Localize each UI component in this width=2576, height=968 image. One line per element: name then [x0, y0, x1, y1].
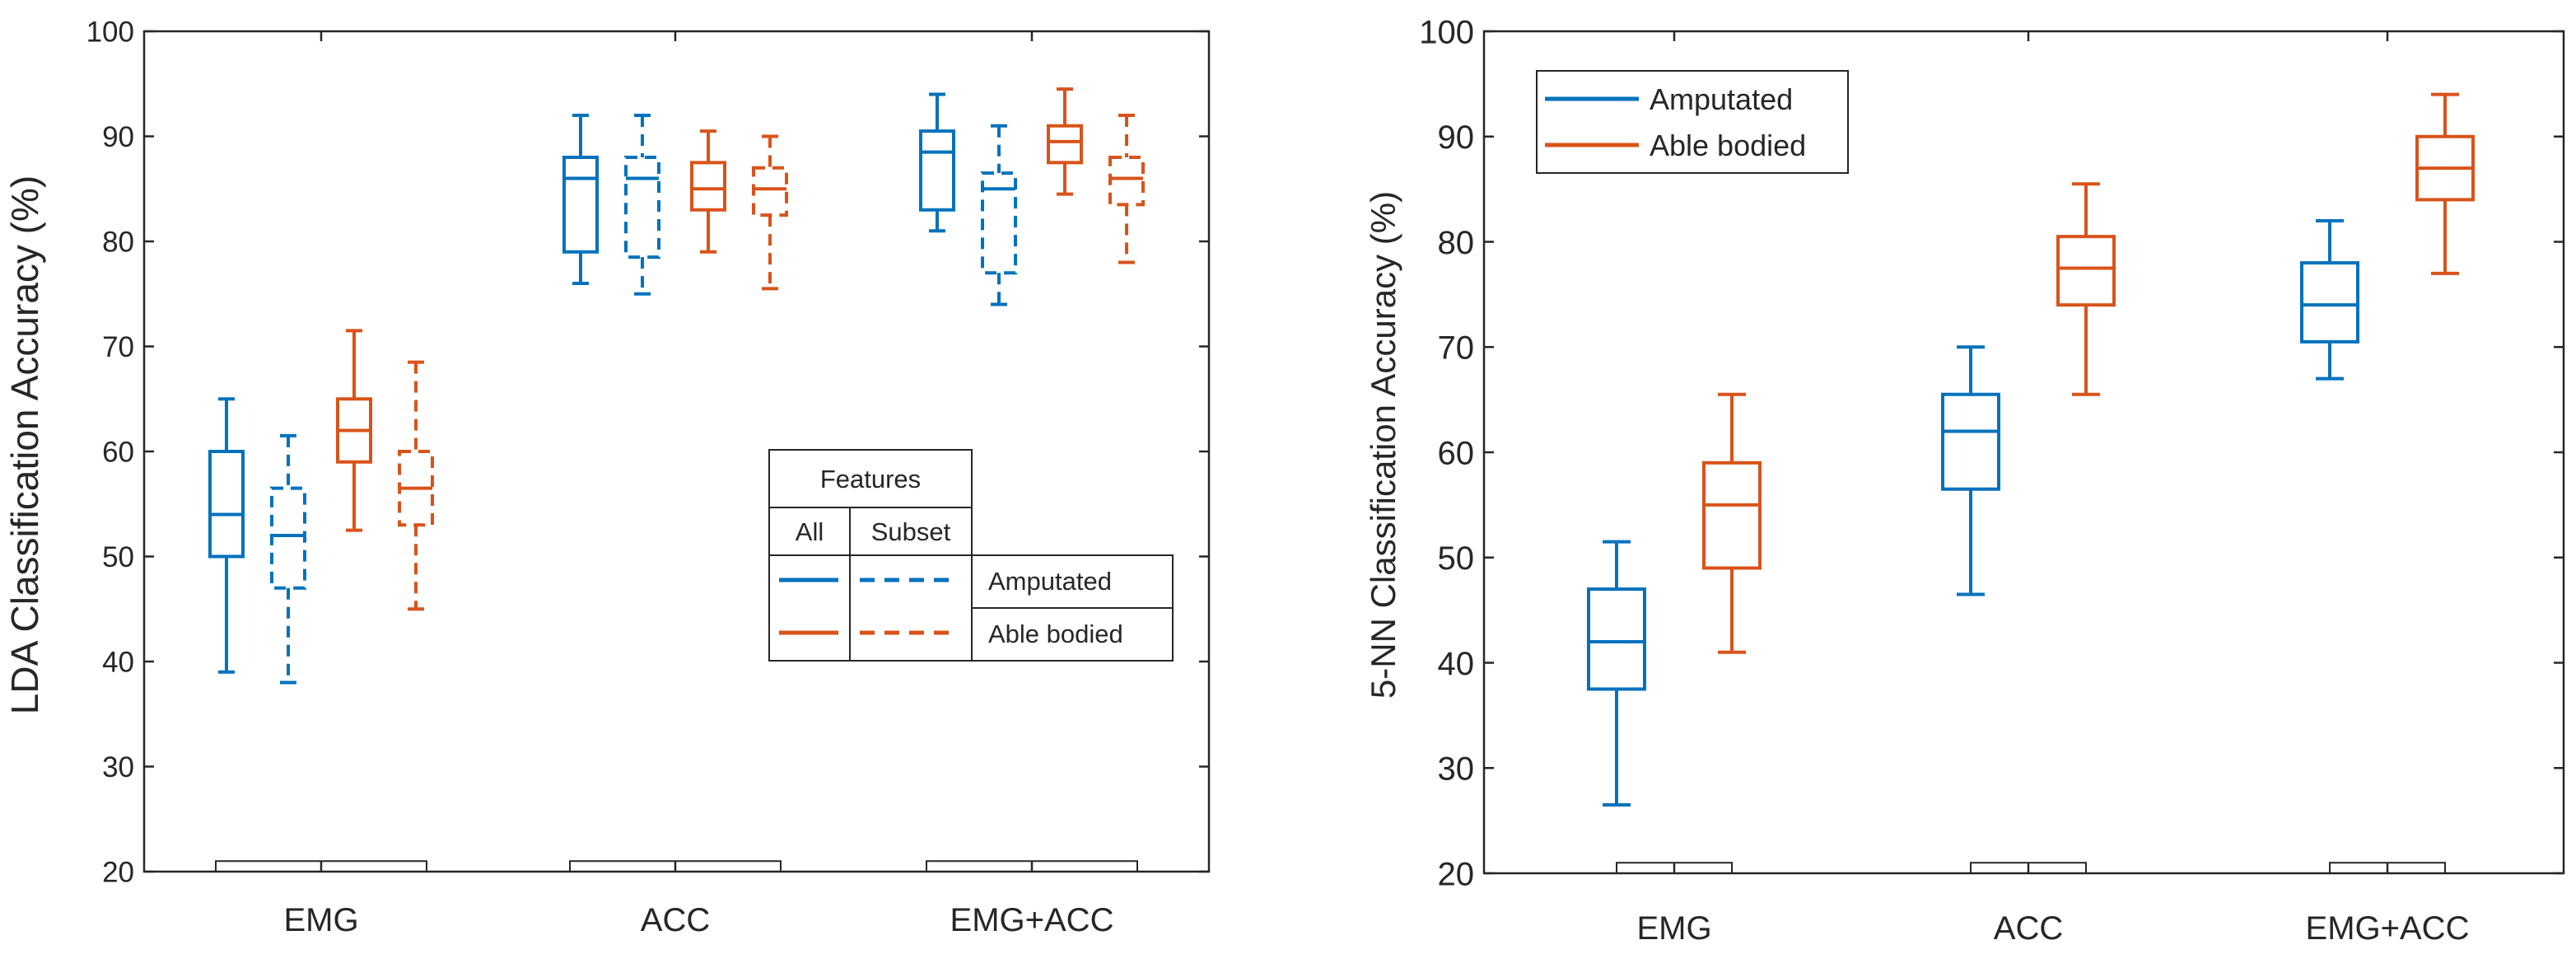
legend-row-able-cell: [971, 607, 1174, 662]
iqr-box: [981, 171, 1017, 275]
knn-box-amputated-solid-acc: [1941, 345, 2000, 596]
iqr-box: [2056, 235, 2116, 307]
knn-baseline-box: [2329, 862, 2446, 874]
lda-ytick-label: 70: [102, 331, 134, 363]
lda-panel: LDA Classification Accuracy (%) 20 30 40 50…: [3, 16, 1211, 938]
knn-category-label: EMG+ACC: [2306, 910, 2470, 947]
lda-baseline-box: [926, 860, 1138, 872]
knn-box-amputated-solid-emg: [1587, 540, 1646, 807]
knn-panel: 5-NN Classification Accuracy (%) 20 30 40 5…: [1364, 14, 2565, 947]
knn-box-able-solid-acc: [2056, 182, 2116, 396]
lda-ytick-label: 100: [86, 16, 134, 49]
iqr-box: [270, 486, 306, 590]
lda-box-amputated-dashed-emg-acc: [981, 124, 1017, 306]
iqr-box: [208, 450, 245, 559]
iqr-box: [1108, 156, 1145, 207]
lda-ytick-label: 30: [102, 751, 134, 783]
knn-legend-box: [1536, 70, 1849, 174]
knn-ytick-label: 80: [1438, 225, 1475, 261]
legend-row-amputated-cell: [971, 554, 1174, 609]
lda-plot-area: 20 30 40 50 60 70 80 90 100 EMG ACC EMG+ACC: [86, 16, 1211, 938]
iqr-box: [752, 166, 788, 217]
lda-box-able-dashed-emg: [398, 360, 434, 611]
legend-row-amputated: Amputated: [988, 567, 1112, 596]
lda-y-axis-label: LDA Classification Accuracy (%): [3, 175, 46, 714]
iqr-box: [1587, 587, 1646, 691]
lda-box-able-solid-emg-acc: [1047, 87, 1083, 196]
legend-subset-swatches-cell: [849, 554, 973, 662]
knn-baseline-box: [1970, 862, 2087, 874]
lda-ytick-label: 40: [102, 647, 134, 679]
knn-category-label: ACC: [1994, 910, 2063, 947]
knn-ytick-label: 70: [1438, 330, 1475, 367]
legend-col-all: All: [796, 517, 824, 546]
lda-box-able-dashed-emg-acc: [1108, 114, 1145, 264]
iqr-box: [1941, 392, 2000, 491]
lda-ytick-label: 50: [102, 541, 134, 573]
iqr-box: [562, 156, 599, 254]
knn-y-axis-label: 5-NN Classification Accuracy (%): [1364, 191, 1402, 699]
lda-category-label: EMG: [283, 902, 358, 938]
knn-category-label: EMG: [1636, 910, 1711, 947]
knn-baseline-box: [1616, 862, 1733, 874]
iqr-box: [1702, 461, 1762, 570]
knn-ytick-label: 30: [1438, 751, 1475, 788]
lda-ytick-label: 60: [102, 437, 134, 469]
legend-all-swatches-cell: [768, 554, 851, 662]
knn-plot-area: 20 30 40 50 60 70 80 90 100 EMG ACC EMG+ACC: [1419, 14, 2565, 947]
lda-ytick-label: 90: [102, 121, 134, 153]
knn-ytick-label: 20: [1438, 856, 1475, 892]
lda-category-label: ACC: [641, 902, 710, 938]
lda-box-able-dashed-acc: [752, 134, 788, 291]
lda-box-able-solid-acc: [690, 129, 726, 254]
lda-baseline-box: [569, 860, 782, 872]
iqr-box: [1047, 124, 1083, 165]
knn-legend-amputated: Amputated: [1650, 82, 1793, 116]
knn-ytick-label: 90: [1438, 119, 1475, 156]
knn-box-amputated-solid-emg-acc: [2300, 218, 2359, 381]
iqr-box: [624, 156, 660, 260]
legend-col-subset: Subset: [871, 517, 951, 546]
knn-legend: Amputated Able bodied: [1536, 70, 1849, 174]
knn-ytick-label: 60: [1438, 435, 1475, 471]
knn-legend-able: Able bodied: [1650, 129, 1806, 162]
legend-row-able: Able bodied: [988, 620, 1123, 648]
knn-box-able-solid-emg-acc: [2415, 92, 2475, 275]
lda-ytick-label: 80: [102, 227, 134, 259]
knn-ytick-label: 40: [1438, 646, 1475, 682]
iqr-box: [690, 161, 726, 212]
lda-category-label: EMG+ACC: [950, 902, 1114, 938]
lda-box-amputated-dashed-emg: [270, 433, 306, 685]
knn-ytick-label: 50: [1438, 540, 1475, 577]
lda-box-able-solid-emg: [336, 329, 372, 532]
iqr-box: [919, 129, 955, 212]
knn-ytick-label: 100: [1419, 14, 1474, 50]
legend-header-features: Features: [820, 465, 921, 493]
lda-legend-table: Features All Subset Amputated Able bodie…: [768, 449, 1174, 662]
lda-box-amputated-dashed-acc: [624, 114, 660, 296]
lda-ytick-label: 20: [102, 857, 134, 889]
lda-box-amputated-solid-acc: [562, 114, 599, 285]
lda-box-amputated-solid-emg: [208, 397, 245, 674]
lda-box-amputated-solid-emg-acc: [919, 92, 955, 233]
knn-box-able-solid-emg: [1702, 392, 1762, 654]
lda-baseline-box: [215, 860, 427, 872]
iqr-box: [2300, 261, 2359, 344]
